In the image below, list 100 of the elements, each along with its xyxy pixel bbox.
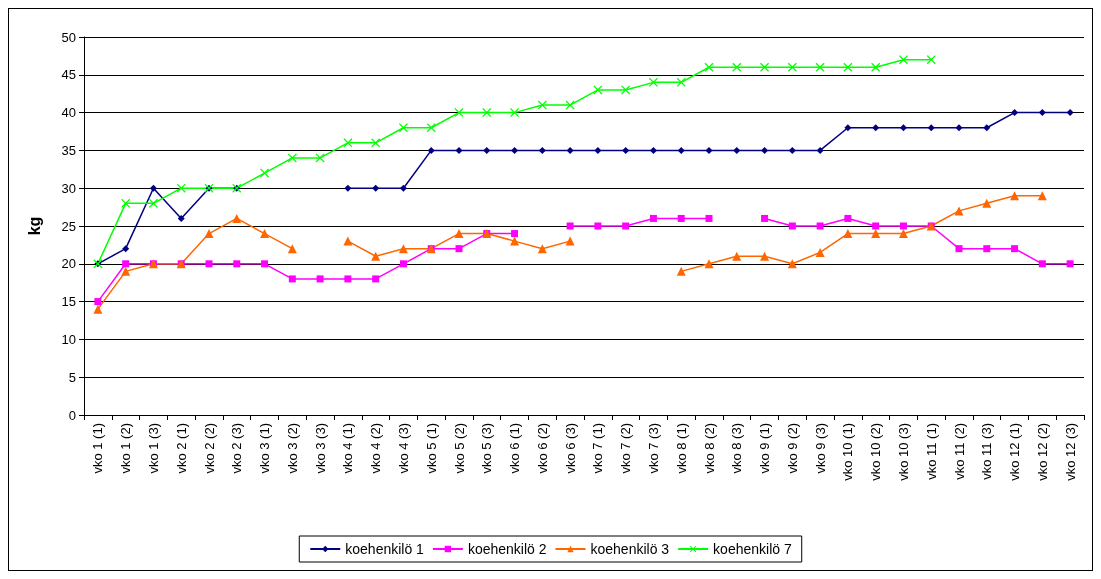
- point: [649, 214, 657, 222]
- point: [899, 222, 907, 230]
- point: [843, 62, 853, 72]
- point: [538, 146, 546, 154]
- point: [844, 214, 852, 222]
- x-tick-label: vko 11 (2): [951, 423, 967, 480]
- x-tick-label: vko 9 (1): [757, 423, 773, 474]
- y-tick-label: 25: [61, 218, 76, 234]
- point: [760, 251, 770, 261]
- point: [705, 214, 713, 222]
- point: [1010, 191, 1020, 201]
- point: [372, 275, 380, 283]
- point: [565, 236, 575, 246]
- point: [898, 55, 908, 65]
- point: [122, 245, 130, 253]
- point: [483, 146, 491, 154]
- point: [621, 85, 631, 95]
- x-tick-label: vko 6 (2): [534, 423, 550, 474]
- x-tick-label: vko 6 (1): [507, 423, 523, 474]
- x-tick-label: vko 4 (2): [368, 423, 384, 474]
- point: [288, 275, 296, 283]
- point: [511, 230, 519, 238]
- x-tick-label: vko 10 (3): [895, 423, 911, 481]
- x-tick-label: vko 11 (1): [923, 423, 939, 480]
- point: [566, 222, 574, 230]
- point: [677, 214, 685, 222]
- point: [316, 275, 324, 283]
- point: [511, 146, 519, 154]
- x-tick-label: vko 9 (2): [784, 423, 800, 474]
- point: [371, 138, 381, 148]
- legend-label: koehenkilö 1: [345, 541, 425, 557]
- point: [594, 222, 602, 230]
- y-tick-label: 10: [61, 331, 76, 347]
- x-tick-label: vko 10 (1): [840, 423, 856, 481]
- x-tick-label: vko 1 (2): [118, 423, 134, 474]
- point: [427, 146, 435, 154]
- point: [788, 222, 796, 230]
- x-tick-label: vko 1 (1): [90, 423, 106, 474]
- x-tick-label: vko 12 (2): [1034, 423, 1050, 481]
- point: [1066, 260, 1074, 268]
- point: [233, 260, 241, 268]
- x-tick-label: vko 2 (3): [229, 423, 245, 474]
- point: [371, 251, 381, 261]
- x-tick-label: vko 4 (3): [395, 423, 411, 474]
- x-tick-label: vko 3 (2): [284, 423, 300, 474]
- point: [872, 222, 880, 230]
- y-tick-label: 30: [61, 180, 76, 196]
- point: [955, 124, 963, 132]
- point: [261, 260, 269, 268]
- point: [760, 62, 770, 72]
- point: [232, 213, 242, 223]
- point: [455, 146, 463, 154]
- point: [1038, 260, 1046, 268]
- y-tick-label: 50: [61, 29, 76, 45]
- y-tick-label: 0: [68, 407, 76, 423]
- point: [149, 184, 157, 192]
- point: [455, 245, 463, 253]
- point: [872, 124, 880, 132]
- point: [788, 146, 796, 154]
- legend-label: koehenkilö 2: [467, 541, 547, 557]
- point: [177, 214, 185, 222]
- point: [983, 245, 991, 253]
- point: [871, 229, 881, 239]
- legend-label: koehenkilö 3: [590, 541, 670, 557]
- point: [287, 153, 297, 163]
- point: [676, 77, 686, 87]
- point: [344, 275, 352, 283]
- point: [705, 146, 713, 154]
- y-tick-label: 35: [61, 142, 76, 158]
- x-tick-label: vko 5 (1): [423, 423, 439, 474]
- point: [983, 124, 991, 132]
- point: [398, 244, 408, 254]
- point: [372, 184, 380, 192]
- point: [1011, 109, 1019, 117]
- point: [677, 146, 685, 154]
- point: [122, 260, 130, 268]
- point: [454, 229, 464, 239]
- x-tick-label: vko 12 (1): [1007, 423, 1023, 481]
- x-tick-label: vko 8 (1): [673, 423, 689, 474]
- point: [816, 222, 824, 230]
- y-axis-title: kg: [25, 216, 43, 236]
- point: [260, 168, 270, 178]
- x-tick-label: vko 3 (1): [257, 423, 273, 474]
- point: [982, 198, 992, 208]
- point: [761, 214, 769, 222]
- x-tick-label: vko 2 (2): [201, 423, 217, 474]
- point: [761, 146, 769, 154]
- point: [482, 108, 492, 118]
- point: [94, 298, 102, 306]
- point: [148, 198, 158, 208]
- x-tick-label: vko 9 (3): [812, 423, 828, 474]
- point: [1011, 245, 1019, 253]
- point: [676, 266, 686, 276]
- point: [622, 222, 630, 230]
- point: [344, 184, 352, 192]
- point: [1038, 109, 1046, 117]
- point: [594, 146, 602, 154]
- point: [205, 260, 213, 268]
- point: [399, 260, 407, 268]
- point: [955, 245, 963, 253]
